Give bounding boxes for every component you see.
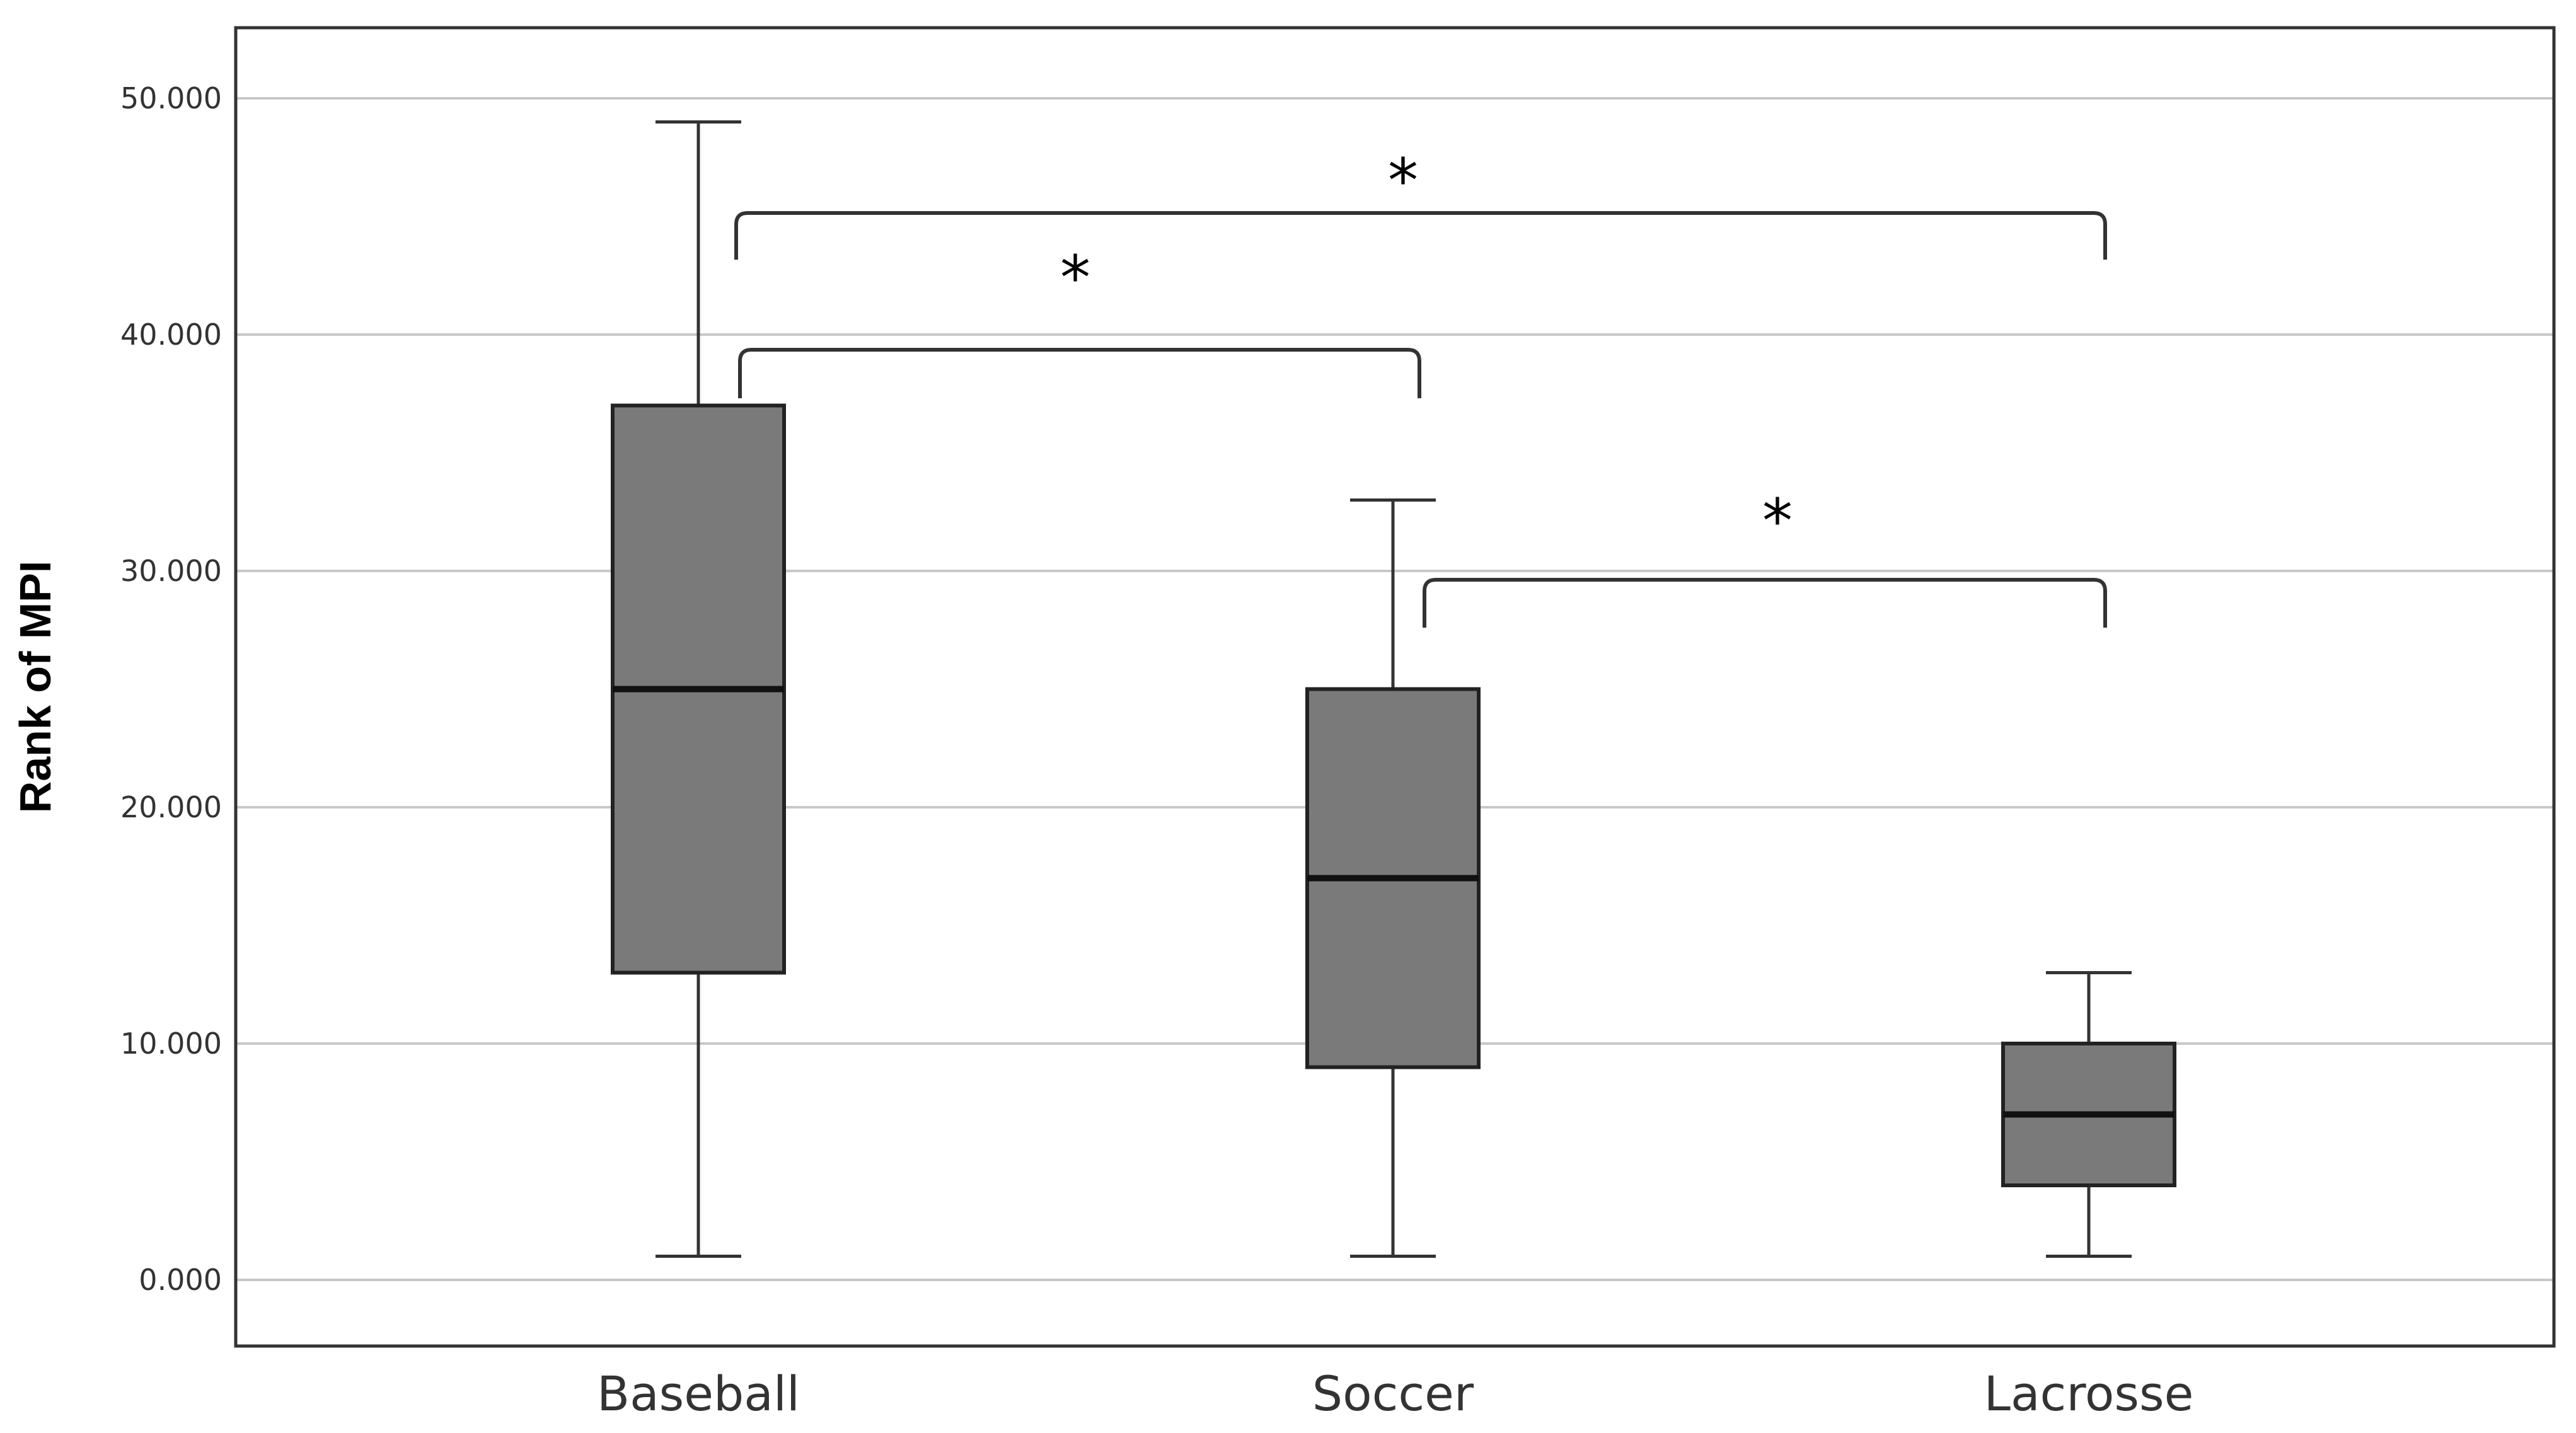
boxes [611,120,2176,1258]
significance-bracket: * [738,243,1421,398]
significance-star: * [1762,486,1793,556]
significance-star: * [1388,146,1418,216]
significance-bracket: * [1423,486,2107,628]
y-axis-title: Rank of MPI [11,561,60,814]
y-tick-label: 30.000 [120,554,222,588]
bracket-line [1423,578,2107,628]
significance-brackets: * * * [734,146,2107,628]
plot-frame [234,26,2556,1348]
box-lacrosse [2001,971,2176,1258]
y-tick-label: 0.000 [139,1263,222,1297]
y-tick-label: 10.000 [120,1027,222,1061]
y-tick-label: 50.000 [120,81,222,115]
box-soccer [1305,498,1481,1258]
y-axis-ticks: 0.000 10.000 20.000 30.000 40.000 50.000 [120,81,222,1297]
bracket-line [738,348,1421,398]
x-axis-labels: Baseball Soccer Lacrosse [597,1366,2193,1422]
bracket-line [734,211,2107,260]
y-tick-label: 40.000 [120,318,222,352]
x-category-label: Lacrosse [1984,1366,2194,1422]
x-category-label: Baseball [597,1366,800,1422]
y-tick-label: 20.000 [120,790,222,824]
box-baseball [611,120,786,1258]
significance-bracket: * [734,146,2107,260]
significance-star: * [1060,243,1090,313]
x-category-label: Soccer [1312,1366,1474,1422]
